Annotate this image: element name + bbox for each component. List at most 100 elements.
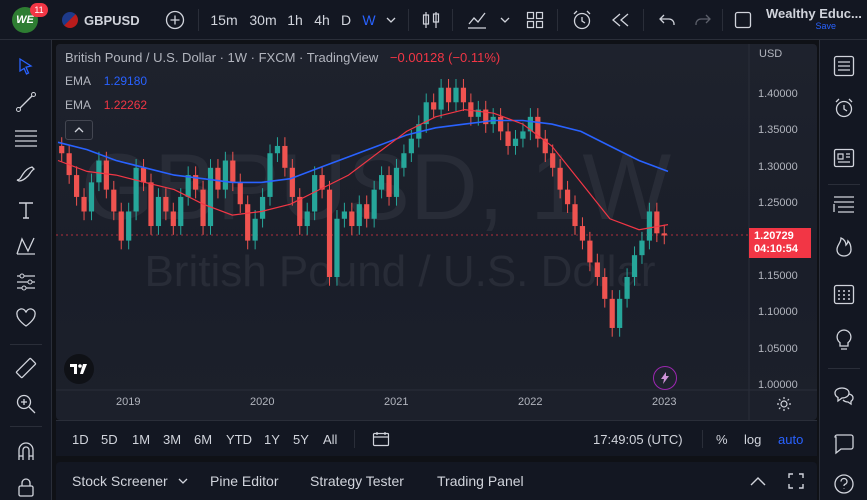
interval-4h[interactable]: 4h (310, 0, 334, 40)
templates-button[interactable] (522, 0, 548, 40)
currency-label[interactable]: USD (759, 48, 783, 60)
undo-button[interactable] (654, 0, 680, 40)
magnet-icon (18, 442, 34, 460)
replay-button[interactable] (606, 0, 634, 40)
chevron-down-icon (386, 17, 396, 23)
candle-body (386, 175, 392, 197)
interval-30m[interactable]: 30m (244, 0, 282, 40)
brush-tool[interactable] (12, 160, 40, 188)
add-circle-icon (165, 10, 185, 30)
tradingview-logo[interactable] (64, 354, 94, 384)
trendline-tool[interactable] (12, 88, 40, 116)
tab-trading-panel[interactable]: Trading Panel (437, 462, 524, 500)
grid-icon (526, 11, 544, 29)
measure-tool[interactable] (12, 354, 40, 382)
toolbar-divider (354, 430, 355, 448)
range-all[interactable]: All (323, 421, 337, 457)
interval-w[interactable]: W (358, 0, 380, 40)
chats-button[interactable] (830, 382, 858, 410)
ema-value: 1.22262 (103, 98, 148, 112)
help-button[interactable] (830, 470, 858, 498)
tab-stock-screener[interactable]: Stock Screener (72, 462, 188, 500)
lightning-icon (661, 372, 669, 384)
interval-d[interactable]: D (336, 0, 356, 40)
price-chart[interactable]: GBPUSD, 1W British Pound / U.S. Dollar (56, 44, 817, 420)
interval-dropdown[interactable] (383, 0, 399, 40)
ema-legend-1[interactable]: EMA 1.29180 (65, 74, 147, 88)
calendar-button[interactable] (830, 280, 858, 308)
zoom-in-icon (16, 394, 36, 414)
goto-date-button[interactable] (372, 421, 390, 457)
watermark-description: British Pound / U.S. Dollar (144, 247, 655, 296)
chat-bubbles-icon (834, 387, 854, 406)
candle-body (624, 277, 630, 299)
redo-icon (695, 14, 711, 25)
chart-pane[interactable]: GBPUSD, 1W British Pound / U.S. Dollar B… (56, 44, 817, 420)
chevron-up-icon (750, 477, 766, 486)
candle-body (96, 160, 102, 183)
indicators-button[interactable] (462, 0, 492, 40)
tab-strategy-tester[interactable]: Strategy Tester (310, 462, 404, 500)
range-1d[interactable]: 1D (72, 421, 89, 457)
auto-scale-button[interactable]: auto (778, 421, 803, 457)
range-5y[interactable]: 5Y (293, 421, 309, 457)
ideas-button[interactable] (830, 326, 858, 354)
watchlist-button[interactable] (830, 52, 858, 80)
chart-type-button[interactable] (418, 0, 444, 40)
alert-button[interactable] (568, 0, 596, 40)
tab-pine-editor[interactable]: Pine Editor (210, 462, 278, 500)
chart-legend: British Pound / U.S. Dollar · 1W · FXCM … (65, 50, 500, 65)
fullscreen-select-button[interactable] (730, 0, 756, 40)
compare-button[interactable] (162, 0, 188, 40)
range-ytd[interactable]: YTD (226, 421, 252, 457)
candle-body (274, 145, 281, 154)
flash-button[interactable] (653, 366, 677, 390)
layout-name-button[interactable]: Wealthy Educ... Save (766, 6, 864, 36)
range-5d[interactable]: 5D (101, 421, 118, 457)
interval-15m[interactable]: 15m (206, 0, 242, 40)
candle-body (341, 211, 348, 219)
toolbar-divider (643, 9, 644, 31)
collapse-legend-button[interactable] (65, 120, 93, 140)
indicators-dropdown[interactable] (497, 0, 513, 40)
pattern-tool[interactable] (12, 232, 40, 260)
prediction-tool[interactable] (12, 268, 40, 296)
zoom-tool[interactable] (12, 390, 40, 418)
news-button[interactable] (830, 144, 858, 172)
time-tick-label: 2023 (652, 396, 677, 408)
range-3m[interactable]: 3M (163, 421, 181, 457)
candle-body (475, 109, 481, 117)
candle-body (550, 153, 556, 168)
candle-body (371, 189, 377, 219)
object-tree-button[interactable] (830, 190, 858, 218)
candle-body (319, 175, 325, 190)
timezone-clock[interactable]: 17:49:05 (UTC) (593, 421, 683, 457)
redo-button[interactable] (690, 0, 716, 40)
alerts-button[interactable] (830, 94, 858, 122)
lock-tool[interactable] (12, 474, 40, 500)
log-scale-button[interactable]: log (744, 421, 761, 457)
cursor-tool[interactable] (12, 52, 40, 80)
icons-tool[interactable] (12, 304, 40, 332)
candle-body (334, 218, 340, 277)
maximize-panel-button[interactable] (788, 462, 804, 500)
range-6m[interactable]: 6M (194, 421, 212, 457)
interval-1h[interactable]: 1h (283, 0, 307, 40)
range-label: YTD (226, 431, 252, 447)
collapse-panel-button[interactable] (750, 462, 766, 500)
candle-body (460, 87, 467, 103)
ema-legend-2[interactable]: EMA 1.22262 (65, 98, 147, 112)
hotlists-button[interactable] (830, 232, 858, 260)
chart-settings-button[interactable] (774, 394, 794, 414)
magnet-tool[interactable] (12, 438, 40, 466)
layout-name: Wealthy Educ... (766, 6, 862, 21)
horizontal-lines-tool[interactable] (12, 124, 40, 152)
symbol-search-button[interactable]: GBPUSD (62, 0, 152, 40)
range-1y[interactable]: 1Y (264, 421, 280, 457)
messages-button[interactable] (830, 430, 858, 458)
percent-scale-button[interactable]: % (716, 421, 728, 457)
range-1m[interactable]: 1M (132, 421, 150, 457)
lightbulb-icon (836, 329, 852, 350)
text-tool[interactable] (12, 196, 40, 224)
ema-fast-line (57, 108, 669, 231)
